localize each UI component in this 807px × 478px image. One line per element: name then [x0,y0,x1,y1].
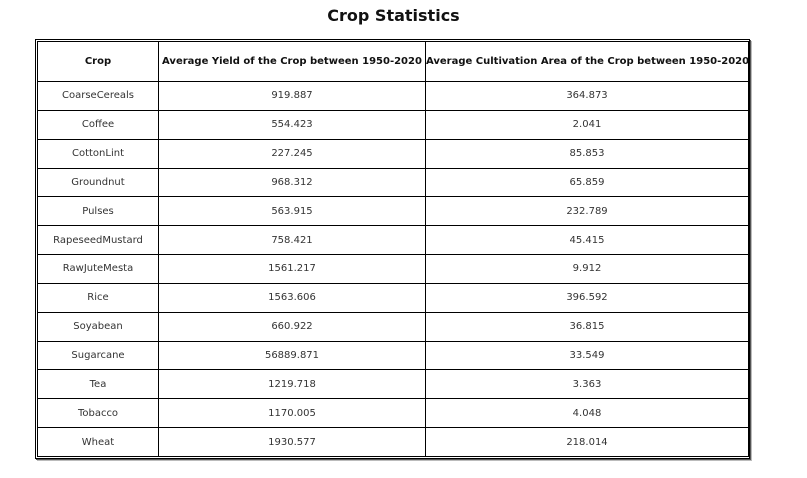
cell-crop: Sugarcane [37,340,159,371]
cell-average-yield: 563.915 [158,196,426,227]
cell-crop: RapeseedMustard [37,225,159,256]
cell-average-yield: 1561.217 [158,254,426,284]
cell-average-cultivation-area: 2.041 [425,109,749,140]
column-header-crop: Crop [37,41,159,82]
table-row: Soyabean 660.922 36.815 [37,311,749,342]
table-row: Rice 1563.606 396.592 [37,282,749,313]
cell-average-cultivation-area: 232.789 [425,196,749,227]
chart-title: Crop Statistics [327,6,460,25]
cell-average-yield: 758.421 [158,225,426,256]
cell-average-yield: 227.245 [158,138,426,169]
table-row: Pulses 563.915 232.789 [37,196,749,227]
cell-crop: Rice [37,282,159,313]
cell-average-yield: 554.423 [158,109,426,140]
cell-crop: Groundnut [37,167,159,198]
cell-average-yield: 968.312 [158,167,426,198]
table-row: Coffee 554.423 2.041 [37,109,749,140]
header-row: Crop Average Yield of the Crop between 1… [37,41,749,82]
cell-average-cultivation-area: 85.853 [425,138,749,169]
cell-average-cultivation-area: 36.815 [425,311,749,342]
cell-crop: Soyabean [37,311,159,342]
cell-average-yield: 56889.871 [158,340,426,371]
cell-average-yield: 1930.577 [158,427,426,457]
cell-crop: Tobacco [37,398,159,429]
column-header-average-yield: Average Yield of the Crop between 1950-2… [158,41,426,82]
table-row: Tobacco 1170.005 4.048 [37,398,749,429]
column-header-average-cultivation-area: Average Cultivation Area of the Crop bet… [425,41,749,82]
cell-average-yield: 1563.606 [158,282,426,313]
cell-average-cultivation-area: 3.363 [425,369,749,400]
cell-average-cultivation-area: 9.912 [425,254,749,284]
cell-average-cultivation-area: 45.415 [425,225,749,256]
cell-average-yield: 1170.005 [158,398,426,429]
cell-average-cultivation-area: 65.859 [425,167,749,198]
crop-statistics-table-container: Crop Average Yield of the Crop between 1… [35,39,750,459]
table-row: RawJuteMesta 1561.217 9.912 [37,254,749,284]
cell-average-cultivation-area: 218.014 [425,427,749,457]
table-row: CoarseCereals 919.887 364.873 [37,81,749,111]
table-row: RapeseedMustard 758.421 45.415 [37,225,749,256]
cell-crop: CottonLint [37,138,159,169]
cell-average-cultivation-area: 396.592 [425,282,749,313]
cell-crop: Coffee [37,109,159,140]
cell-crop: Tea [37,369,159,400]
cell-crop: CoarseCereals [37,81,159,111]
table-row: CottonLint 227.245 85.853 [37,138,749,169]
cell-average-cultivation-area: 364.873 [425,81,749,111]
cell-average-yield: 919.887 [158,81,426,111]
cell-crop: RawJuteMesta [37,254,159,284]
cell-average-yield: 1219.718 [158,369,426,400]
cell-average-cultivation-area: 4.048 [425,398,749,429]
table-row: Wheat 1930.577 218.014 [37,427,749,457]
cell-average-yield: 660.922 [158,311,426,342]
table-body: CoarseCereals 919.887 364.873 Coffee 554… [37,81,749,457]
table-row: Groundnut 968.312 65.859 [37,167,749,198]
table-row: Tea 1219.718 3.363 [37,369,749,400]
cell-crop: Wheat [37,427,159,457]
crop-statistics-table: Crop Average Yield of the Crop between 1… [37,41,749,457]
table-row: Sugarcane 56889.871 33.549 [37,340,749,371]
cell-crop: Pulses [37,196,159,227]
cell-average-cultivation-area: 33.549 [425,340,749,371]
